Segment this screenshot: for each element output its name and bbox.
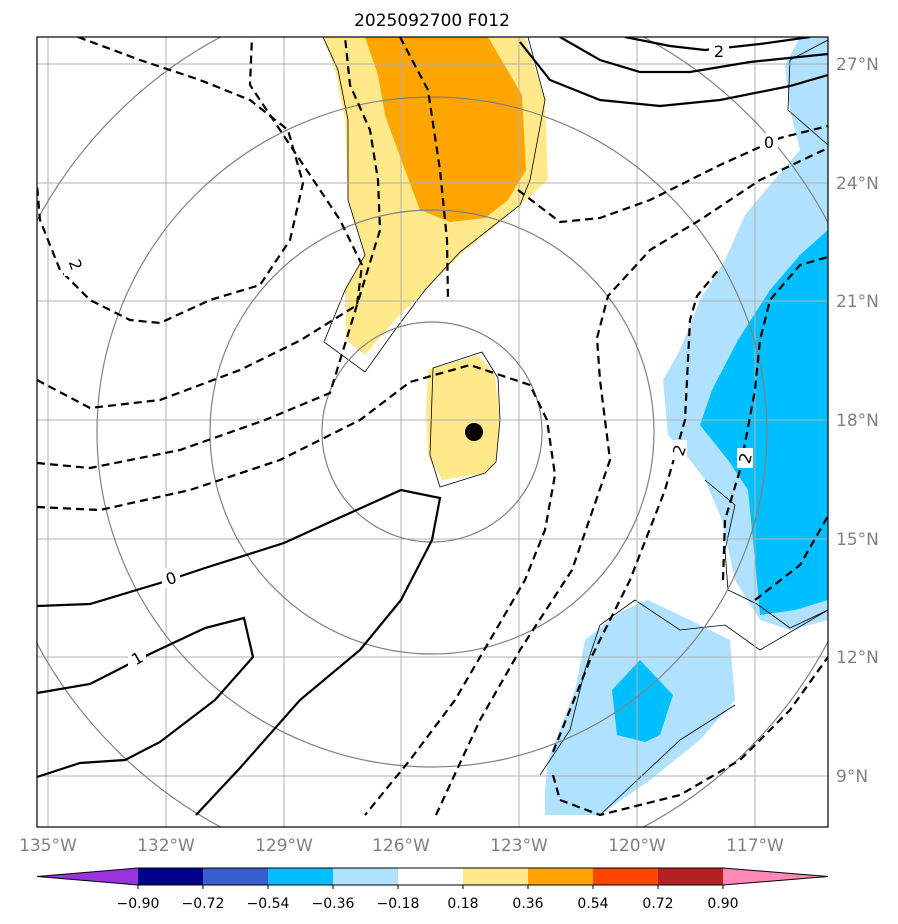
- colorbar-segment: [333, 868, 398, 885]
- negative-shade-south-dark: [612, 660, 673, 742]
- contour-label: 2: [735, 451, 756, 466]
- colorbar-segment: [203, 868, 268, 885]
- dashed-contour: [37, 37, 364, 410]
- lat-tick-label: 24°N: [836, 174, 879, 194]
- range-ring: [96, 96, 768, 768]
- outline-south: [539, 599, 828, 816]
- lat-tick-label: 27°N: [836, 55, 879, 75]
- lat-tick-label: 15°N: [836, 530, 879, 550]
- negative-shade-east-dark: [700, 230, 828, 615]
- colorbar-tick-label: 0.18: [447, 896, 478, 912]
- colorbar-tick-label: −0.90: [117, 896, 160, 912]
- colorbar-segment: [138, 868, 203, 885]
- colorbar-segment: [398, 868, 463, 885]
- dashed-contour: [399, 37, 450, 301]
- colorbar-segment: [658, 868, 723, 885]
- lon-tick-label: 126°W: [372, 836, 430, 856]
- lat-tick-label: 9°N: [836, 767, 868, 787]
- lon-tick-label: 123°W: [490, 836, 548, 856]
- dashed-contour: [551, 656, 828, 817]
- solid-contour-1: [37, 616, 255, 779]
- dashed-contour: [435, 147, 828, 816]
- colorbar-tick-label: −0.72: [182, 896, 225, 912]
- colorbar-segment: [268, 868, 333, 885]
- contour-labels: 2 0 2 0 1 2 2: [64, 40, 778, 669]
- chart-title: 2025092700 F012: [354, 11, 510, 31]
- lat-tick-label: 18°N: [836, 411, 879, 431]
- dashed-contour-2: [721, 255, 828, 581]
- lon-tick-label: 129°W: [255, 836, 313, 856]
- lon-tick-label: 120°W: [608, 836, 666, 856]
- colorbar-tick-label: 0.90: [707, 896, 738, 912]
- solid-contour: [559, 37, 828, 74]
- longitude-axis: 135°W 132°W 129°W 126°W 123°W 120°W 117°…: [19, 836, 784, 856]
- colorbar-segment: [528, 868, 593, 885]
- dashed-contour: [37, 37, 382, 470]
- colorbar-tick-label: 0.36: [512, 896, 543, 912]
- lon-tick-label: 135°W: [19, 836, 77, 856]
- gridlines: [37, 37, 828, 827]
- colorbar-tick-label: −0.54: [247, 896, 290, 912]
- colorbar-extend-low: [37, 868, 138, 885]
- lat-tick-label: 12°N: [836, 648, 879, 668]
- solid-contour: [624, 37, 811, 52]
- range-ring: [209, 209, 655, 655]
- positive-shade-north-dark: [365, 37, 526, 222]
- shaded-fields: [323, 37, 828, 815]
- outline-center: [429, 351, 501, 488]
- colorbar-tick-label: 0.72: [642, 896, 673, 912]
- storm-center-marker: [465, 423, 483, 441]
- solid-contour: [519, 41, 828, 108]
- lat-tick-label: 21°N: [836, 292, 879, 312]
- dashed-contours: [37, 37, 828, 817]
- colorbar-tick-label: 0.54: [577, 896, 608, 912]
- dashed-contour: [37, 37, 305, 325]
- dashed-contour: [37, 363, 557, 816]
- latitude-axis: 27°N 24°N 21°N 18°N 15°N 12°N 9°N: [836, 55, 879, 787]
- colorbar-tick-label: −0.18: [377, 896, 420, 912]
- lon-tick-label: 117°W: [726, 836, 784, 856]
- colorbar-segment: [593, 868, 658, 885]
- plot-frame: [36, 36, 829, 828]
- contour-label: 2: [714, 42, 724, 61]
- positive-shade-center: [426, 355, 500, 480]
- contour-label: 0: [764, 133, 774, 152]
- dashed-contour: [754, 515, 828, 601]
- colorbar-segment: [463, 868, 528, 885]
- colorbar-extend-high: [723, 868, 828, 885]
- outline-north: [322, 37, 546, 373]
- lon-tick-label: 132°W: [137, 836, 195, 856]
- colorbar: −0.90 −0.72 −0.54 −0.36 −0.18 0.18 0.36 0.54 0.7…: [36, 867, 829, 912]
- dashed-contour-0: [517, 124, 828, 224]
- colorbar-tick-label: −0.36: [312, 896, 355, 912]
